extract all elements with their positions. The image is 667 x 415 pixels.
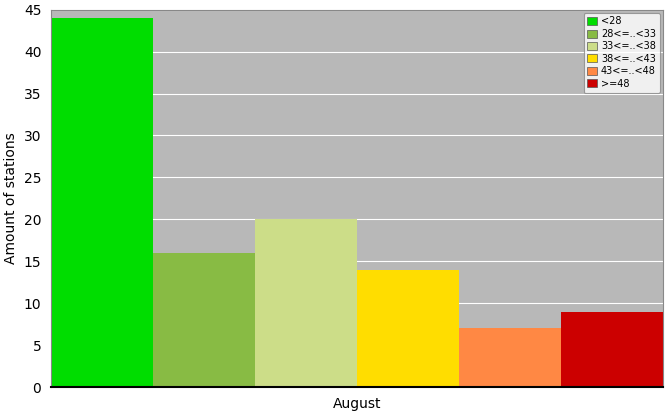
Bar xyxy=(255,220,357,387)
Bar xyxy=(357,270,459,387)
Bar xyxy=(561,312,663,387)
Legend: <28, 28<=..<33, 33<=..<38, 38<=..<43, 43<=..<48, >=48: <28, 28<=..<33, 33<=..<38, 38<=..<43, 43… xyxy=(584,12,660,93)
Y-axis label: Amount of stations: Amount of stations xyxy=(4,132,18,264)
Bar xyxy=(51,18,153,387)
Bar xyxy=(459,328,561,387)
Bar xyxy=(153,253,255,387)
